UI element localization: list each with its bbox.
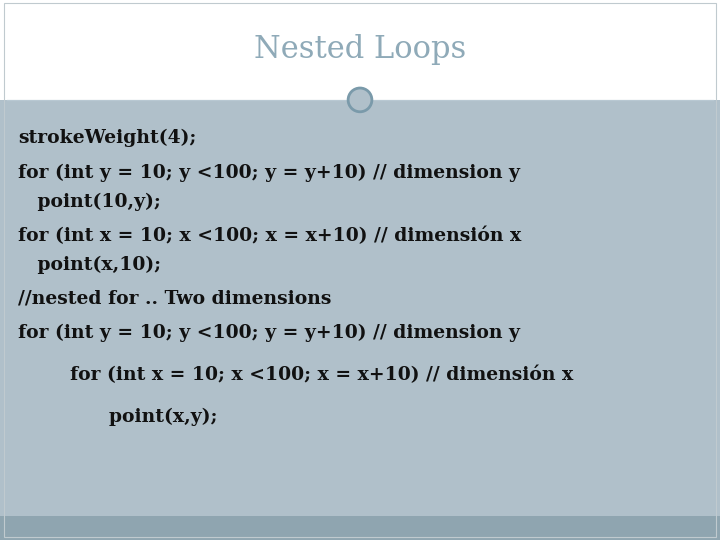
Ellipse shape (348, 88, 372, 112)
Text: Nested Loops: Nested Loops (254, 35, 466, 65)
Text: for (int x = 10; x <100; x = x+10) // dimensión x: for (int x = 10; x <100; x = x+10) // di… (18, 366, 573, 384)
Bar (0, 100, 720, 516)
Text: for (int y = 10; y <100; y = y+10) // dimension y: for (int y = 10; y <100; y = y+10) // di… (18, 164, 520, 182)
Text: for (int x = 10; x <100; x = x+10) // dimensión x: for (int x = 10; x <100; x = x+10) // di… (18, 227, 521, 245)
Bar (0, 0, 720, 100)
Text: point(x,y);: point(x,y); (18, 408, 217, 426)
Text: point(10,y);: point(10,y); (18, 192, 161, 211)
Text: for (int y = 10; y <100; y = y+10) // dimension y: for (int y = 10; y <100; y = y+10) // di… (18, 324, 520, 342)
Text: strokeWeight(4);: strokeWeight(4); (18, 129, 197, 147)
Text: //nested for .. Two dimensions: //nested for .. Two dimensions (18, 289, 331, 308)
Bar (0, 516, 720, 540)
Text: point(x,10);: point(x,10); (18, 255, 161, 274)
